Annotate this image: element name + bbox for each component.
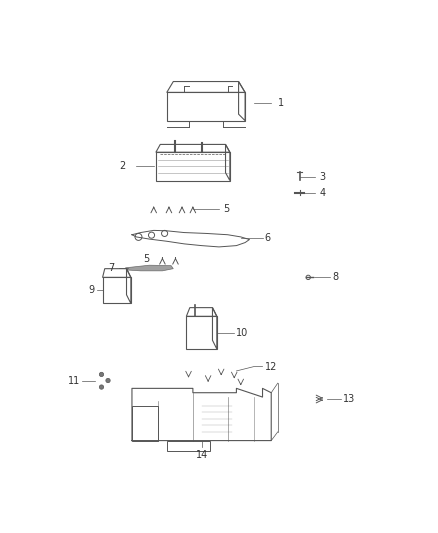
- Text: 13: 13: [343, 394, 355, 404]
- Text: 2: 2: [119, 161, 125, 172]
- Circle shape: [99, 385, 104, 389]
- Text: 8: 8: [332, 272, 338, 282]
- Text: 5: 5: [223, 204, 230, 214]
- Text: 4: 4: [319, 188, 325, 198]
- Text: 10: 10: [237, 328, 249, 337]
- Text: 6: 6: [265, 233, 271, 243]
- Text: 9: 9: [89, 286, 95, 295]
- Circle shape: [99, 372, 104, 377]
- Text: 11: 11: [67, 376, 80, 385]
- Text: 3: 3: [319, 172, 325, 182]
- Text: 1: 1: [278, 98, 284, 108]
- Circle shape: [106, 378, 110, 383]
- Text: 12: 12: [265, 361, 277, 372]
- Text: 7: 7: [108, 263, 115, 273]
- Text: 14: 14: [195, 450, 208, 460]
- Text: 5: 5: [143, 254, 149, 264]
- Polygon shape: [125, 265, 173, 271]
